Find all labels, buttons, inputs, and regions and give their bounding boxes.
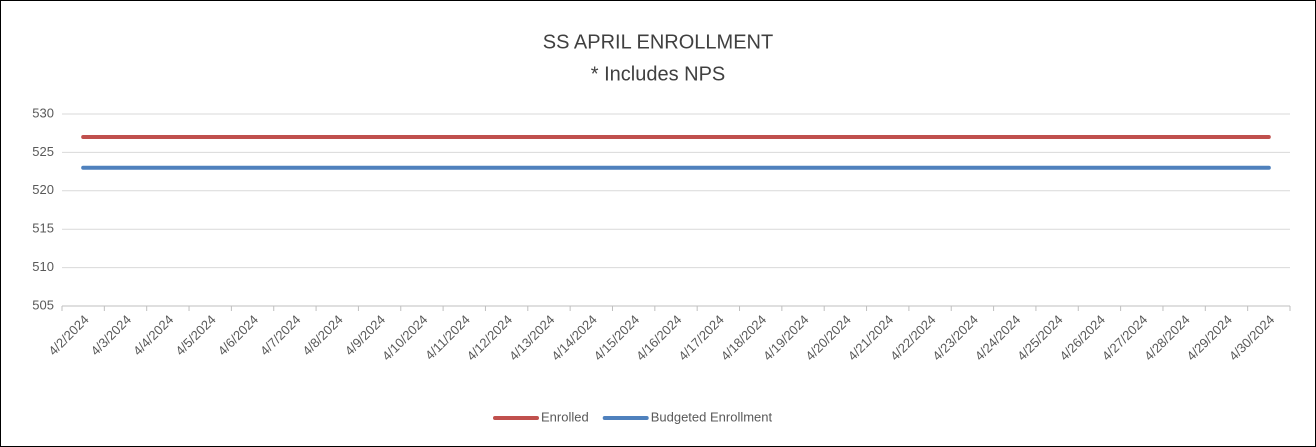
chart-subtitle: * Includes NPS [591,63,726,85]
y-tick-label: 520 [32,182,54,197]
y-tick-label: 525 [32,144,54,159]
legend-label: Enrolled [541,409,589,424]
y-tick-label: 505 [32,297,54,312]
y-tick-label: 530 [32,105,54,120]
legend-label: Budgeted Enrollment [651,409,773,424]
y-tick-label: 510 [32,259,54,274]
chart-title: SS APRIL ENROLLMENT [543,31,773,53]
y-tick-label: 515 [32,221,54,236]
